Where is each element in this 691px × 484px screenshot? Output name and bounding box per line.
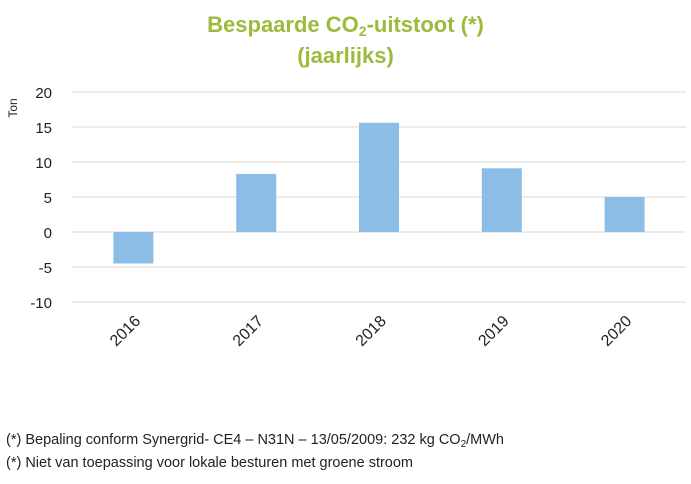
bar-chart: 20 15 10 5 0 -5 -10 2016 2017 2018 2019 2020 Ton bbox=[6, 85, 686, 350]
footnote-methodology: (*) Bepaling conform Synergrid- CE4 – N3… bbox=[6, 432, 504, 450]
y-tick-label: 5 bbox=[44, 190, 52, 207]
chart-title: Bespaarde CO2-uitstoot (*) bbox=[0, 12, 691, 39]
bar-2019 bbox=[481, 168, 522, 232]
x-tick-label-2018: 2018 bbox=[353, 313, 390, 350]
bar-2020 bbox=[604, 197, 645, 232]
chart-title-prefix: Bespaarde CO bbox=[207, 12, 359, 37]
chart-title-suffix: -uitstoot (*) bbox=[366, 12, 484, 37]
footnote-methodology-prefix: (*) Bepaling conform Synergrid- CE4 – N3… bbox=[6, 432, 461, 448]
y-tick-label: 20 bbox=[35, 85, 52, 102]
bar-2016 bbox=[113, 232, 154, 264]
x-tick-label-2019: 2019 bbox=[475, 313, 512, 350]
y-tick-label: 0 bbox=[44, 225, 52, 242]
y-tick-label: 15 bbox=[35, 120, 52, 137]
y-axis-label: Ton bbox=[6, 98, 20, 117]
x-tick-label-2016: 2016 bbox=[107, 313, 144, 350]
x-tick-labels: 2016 2017 2018 2019 2020 bbox=[107, 313, 635, 350]
x-tick-label-2017: 2017 bbox=[230, 313, 267, 350]
chart-title-subscript: 2 bbox=[358, 23, 367, 39]
bar-2017 bbox=[236, 173, 277, 232]
bars bbox=[113, 122, 645, 264]
y-tick-label: -10 bbox=[30, 295, 52, 312]
chart-title-line2: (jaarlijks) bbox=[297, 43, 394, 68]
footnote-methodology-subscript: 2 bbox=[460, 439, 467, 450]
y-tick-label: 10 bbox=[35, 155, 52, 172]
footnote-methodology-suffix: /MWh bbox=[466, 432, 504, 448]
x-tick-label-2020: 2020 bbox=[598, 313, 635, 350]
y-tick-label: -5 bbox=[39, 260, 52, 277]
y-tick-labels: 20 15 10 5 0 -5 -10 bbox=[30, 85, 52, 312]
footnote-exclusion: (*) Niet van toepassing voor lokale best… bbox=[6, 455, 414, 471]
bar-2018 bbox=[359, 122, 399, 232]
